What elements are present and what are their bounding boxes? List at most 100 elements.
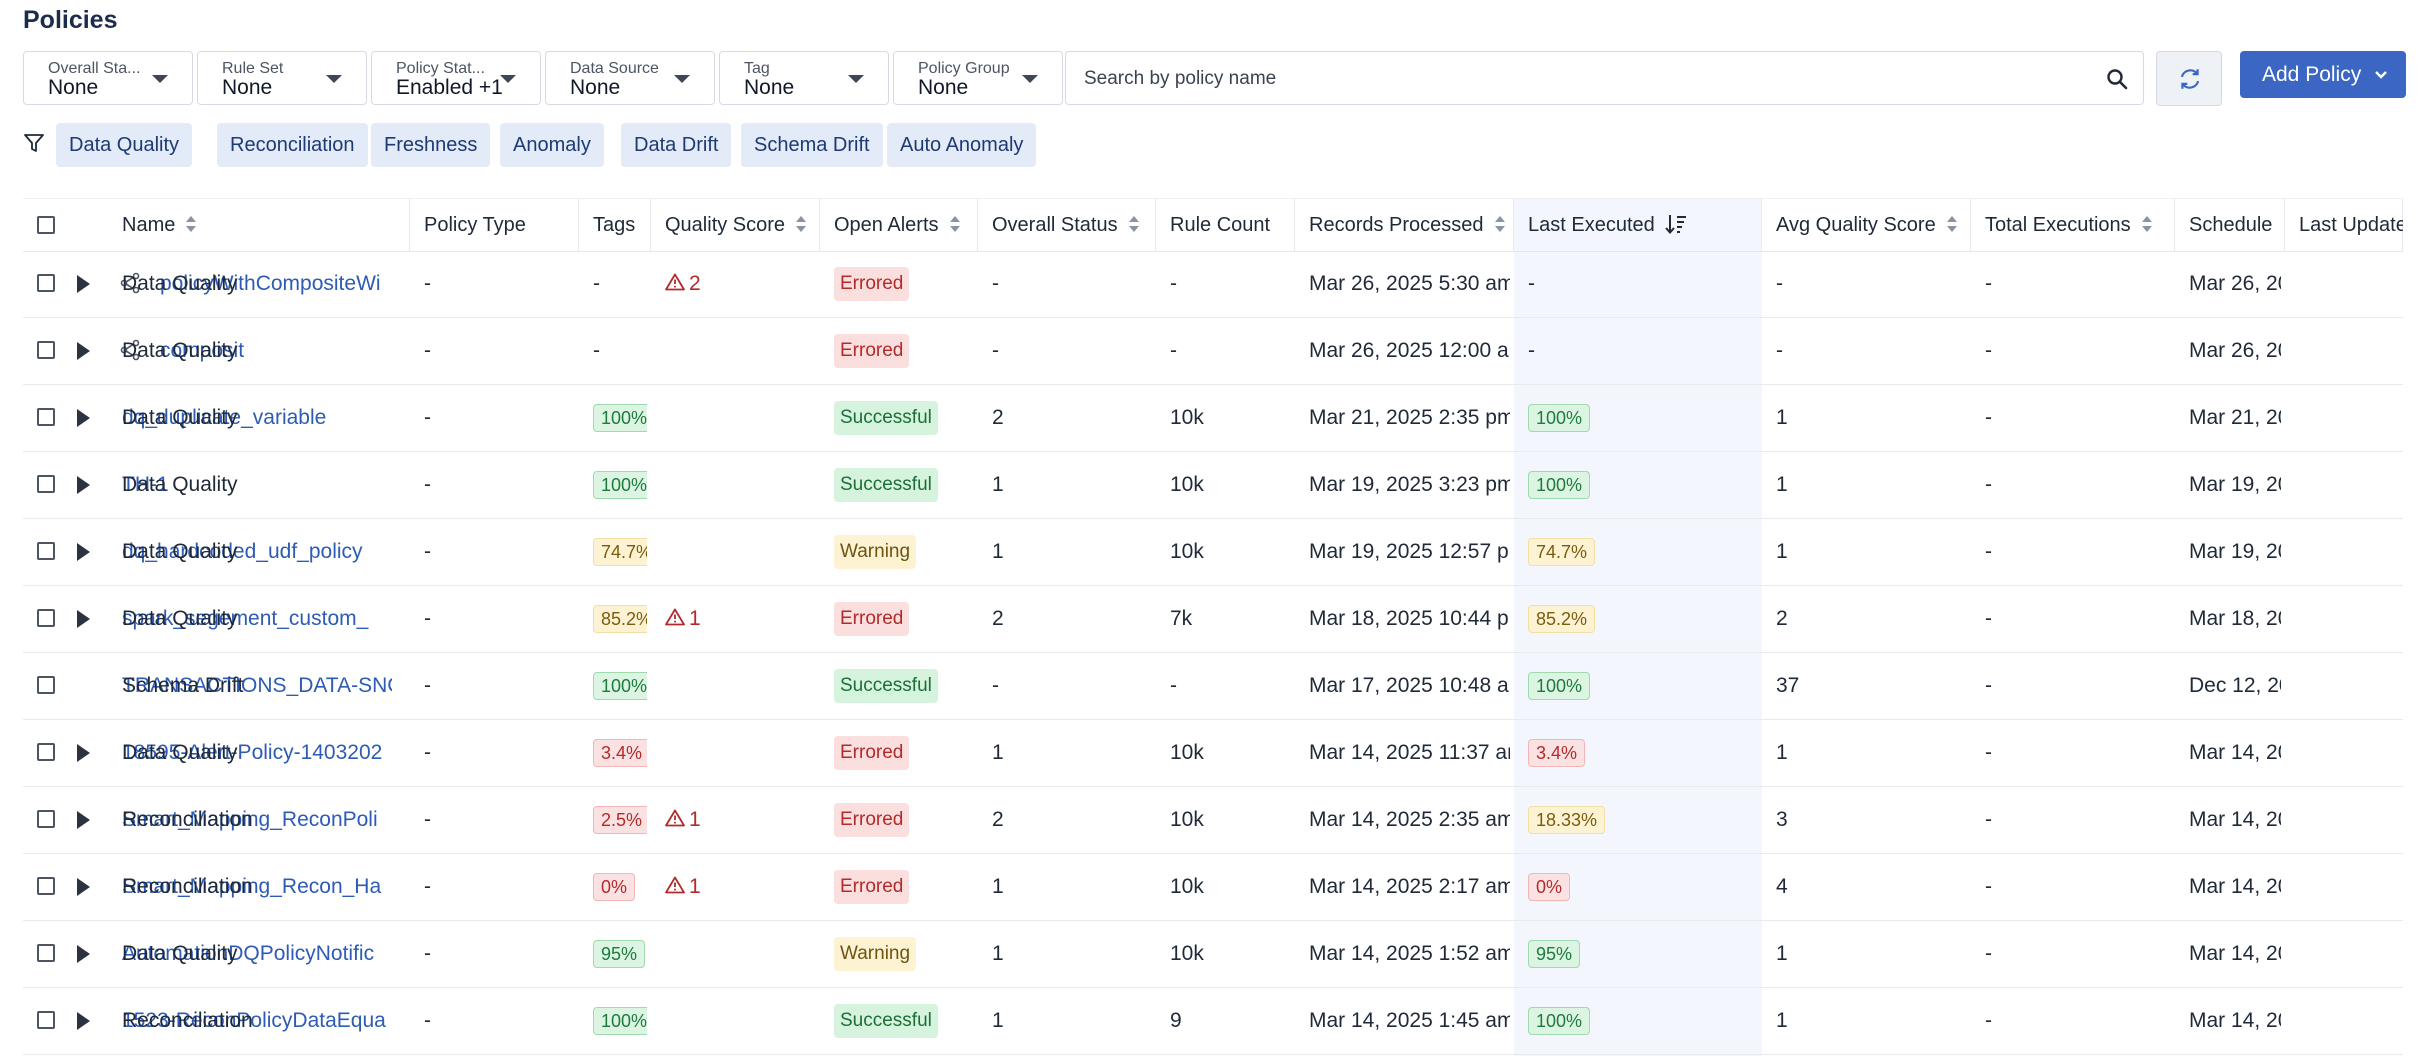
- filter-dropdown[interactable]: Tag None: [719, 51, 889, 105]
- column-header[interactable]: Tags: [579, 199, 651, 251]
- run-policy-icon[interactable]: [77, 744, 90, 762]
- policy-name-link[interactable]: 18595-Alert-Policy-1403202: [122, 741, 383, 764]
- type-chip[interactable]: Data Drift: [621, 123, 732, 167]
- column-header[interactable]: Rule Count: [1156, 199, 1295, 251]
- row-checkbox[interactable]: [37, 408, 55, 426]
- filter-label: Data Source: [570, 60, 659, 77]
- table-row[interactable]: TH-1 Data Quality - 100% Successful 1 10k Mar 1…: [23, 451, 2403, 519]
- sort-descending-icon[interactable]: [1665, 213, 1687, 235]
- search-input[interactable]: [1082, 63, 2066, 95]
- status-badge: Successful: [834, 401, 938, 436]
- row-checkbox[interactable]: [37, 1011, 55, 1029]
- table-row[interactable]: Smart_Mapping_ReconPoli Reconciliation - 2.…: [23, 786, 2403, 854]
- type-chip[interactable]: Reconciliation: [217, 123, 368, 167]
- filter-dropdown[interactable]: Rule Set None: [197, 51, 367, 105]
- column-header[interactable]: Schedule: [2175, 199, 2285, 251]
- run-policy-icon[interactable]: [77, 543, 90, 561]
- table-row[interactable]: composit Data Quality - - Errored - - Mar 26, 2…: [23, 317, 2403, 385]
- sort-icon[interactable]: [1128, 215, 1140, 233]
- sort-icon[interactable]: [949, 215, 961, 233]
- run-policy-icon[interactable]: [77, 878, 90, 896]
- run-policy-icon[interactable]: [77, 476, 90, 494]
- table-row[interactable]: dq_duplicate_variable Data Quality - 100% Su…: [23, 384, 2403, 452]
- status-badge: Errored: [834, 736, 910, 771]
- row-checkbox[interactable]: [37, 743, 55, 761]
- row-checkbox[interactable]: [37, 810, 55, 828]
- sort-icon[interactable]: [185, 215, 197, 233]
- column-header[interactable]: Last Update: [2285, 199, 2403, 251]
- row-checkbox[interactable]: [37, 542, 55, 560]
- filter-dropdown[interactable]: Policy Group None: [893, 51, 1063, 105]
- sort-icon[interactable]: [1494, 215, 1506, 233]
- sort-icon[interactable]: [1946, 215, 1958, 233]
- column-header[interactable]: Avg Quality Score: [1762, 199, 1971, 251]
- column-header[interactable]: Quality Score: [651, 199, 820, 251]
- run-policy-icon[interactable]: [77, 1012, 90, 1030]
- add-policy-button[interactable]: Add Policy: [2240, 51, 2406, 98]
- type-chip[interactable]: Schema Drift: [741, 123, 883, 167]
- column-header[interactable]: Records Processed: [1295, 199, 1514, 251]
- open-alerts[interactable]: 1: [665, 875, 701, 898]
- table-cell: 2: [992, 808, 1004, 831]
- row-checkbox[interactable]: [37, 274, 55, 292]
- table-cell: 100%: [593, 384, 647, 451]
- sort-icon[interactable]: [2141, 215, 2153, 233]
- run-policy-icon[interactable]: [77, 342, 90, 360]
- row-checkbox[interactable]: [37, 944, 55, 962]
- row-checkbox[interactable]: [37, 676, 55, 694]
- refresh-button[interactable]: [2156, 51, 2222, 106]
- filter-dropdown[interactable]: Policy Stat... Enabled +1: [371, 51, 541, 105]
- table-row[interactable]: AutomationDQPolicyNotific Data Quality - 95…: [23, 920, 2403, 988]
- policy-name-link[interactable]: Smart_Mapping_ReconPoli: [122, 808, 378, 831]
- type-chip[interactable]: Freshness: [371, 123, 491, 167]
- column-header[interactable]: Policy Type: [410, 199, 579, 251]
- table-row[interactable]: Smart_Mapping_Recon_Ha Reconciliation - 0% 1…: [23, 853, 2403, 921]
- policy-name-link[interactable]: TH-1: [122, 473, 169, 496]
- table-row[interactable]: 18595-Alert-Policy-1403202 Data Quality - 3…: [23, 719, 2403, 787]
- type-chip[interactable]: Anomaly: [500, 123, 604, 167]
- policy-name-link[interactable]: Smart_Mapping_Recon_Ha: [122, 875, 382, 898]
- row-checkbox[interactable]: [37, 877, 55, 895]
- column-header[interactable]: Total Executions: [1971, 199, 2175, 251]
- column-header[interactable]: Open Alerts: [820, 199, 978, 251]
- column-header[interactable]: Name: [108, 199, 410, 251]
- policy-name-link[interactable]: dq_hardcoded_udf_policy: [122, 540, 363, 563]
- run-policy-icon[interactable]: [77, 945, 90, 963]
- table-cell: Mar 14, 2025 2:17 am: [1309, 875, 1510, 898]
- policy-name-link[interactable]: AutomationDQPolicyNotific: [122, 942, 375, 965]
- run-policy-icon[interactable]: [77, 811, 90, 829]
- run-policy-icon[interactable]: [77, 275, 90, 293]
- row-checkbox[interactable]: [37, 475, 55, 493]
- row-checkbox[interactable]: [37, 341, 55, 359]
- avg-quality-badge: -: [1528, 272, 1535, 295]
- search-icon[interactable]: [2105, 67, 2129, 91]
- select-all-checkbox[interactable]: [37, 216, 55, 234]
- run-policy-icon[interactable]: [77, 409, 90, 427]
- table-row[interactable]: dq_hardcoded_udf_policy Data Quality - 74.7…: [23, 518, 2403, 586]
- policy-name-link[interactable]: dq_duplicate_variable: [122, 406, 327, 429]
- sort-icon[interactable]: [795, 215, 807, 233]
- row-checkbox[interactable]: [37, 609, 55, 627]
- open-alerts[interactable]: 1: [665, 808, 701, 831]
- type-chip[interactable]: Data Quality: [56, 123, 193, 167]
- table-cell: Data Quality: [122, 540, 238, 563]
- policy-name-link[interactable]: composit: [160, 339, 245, 362]
- open-alerts[interactable]: 2: [665, 272, 701, 295]
- policy-name-link[interactable]: TRANSACTIONS_DATA-SNC: [122, 674, 392, 697]
- run-policy-icon[interactable]: [77, 610, 90, 628]
- filter-dropdown[interactable]: Data Source None: [545, 51, 715, 105]
- column-header[interactable]: Overall Status: [978, 199, 1156, 251]
- table-row[interactable]: spark_segement_custom_ Data Quality - 85.2%…: [23, 585, 2403, 653]
- table-row[interactable]: TRANSACTIONS_DATA-SNC Schema Drift - 100% Su…: [23, 652, 2403, 720]
- filter-icon[interactable]: [23, 132, 45, 154]
- table-row[interactable]: 1523-ReconPolicyDataEqua Reconciliation - 1…: [23, 987, 2403, 1055]
- policy-name-link[interactable]: policyWithCompositeWi: [160, 272, 381, 295]
- caret-down-icon: [326, 75, 342, 83]
- table-row[interactable]: policyWithCompositeWi Data Quality - - 2 Erro…: [23, 250, 2403, 318]
- open-alerts[interactable]: 1: [665, 607, 701, 630]
- policy-name-link[interactable]: 1523-ReconPolicyDataEqua: [122, 1009, 386, 1032]
- type-chip[interactable]: Auto Anomaly: [887, 123, 1037, 167]
- column-header[interactable]: Last Executed: [1514, 199, 1762, 251]
- filter-dropdown[interactable]: Overall Sta... None: [23, 51, 193, 105]
- policy-name-link[interactable]: spark_segement_custom_: [122, 607, 369, 630]
